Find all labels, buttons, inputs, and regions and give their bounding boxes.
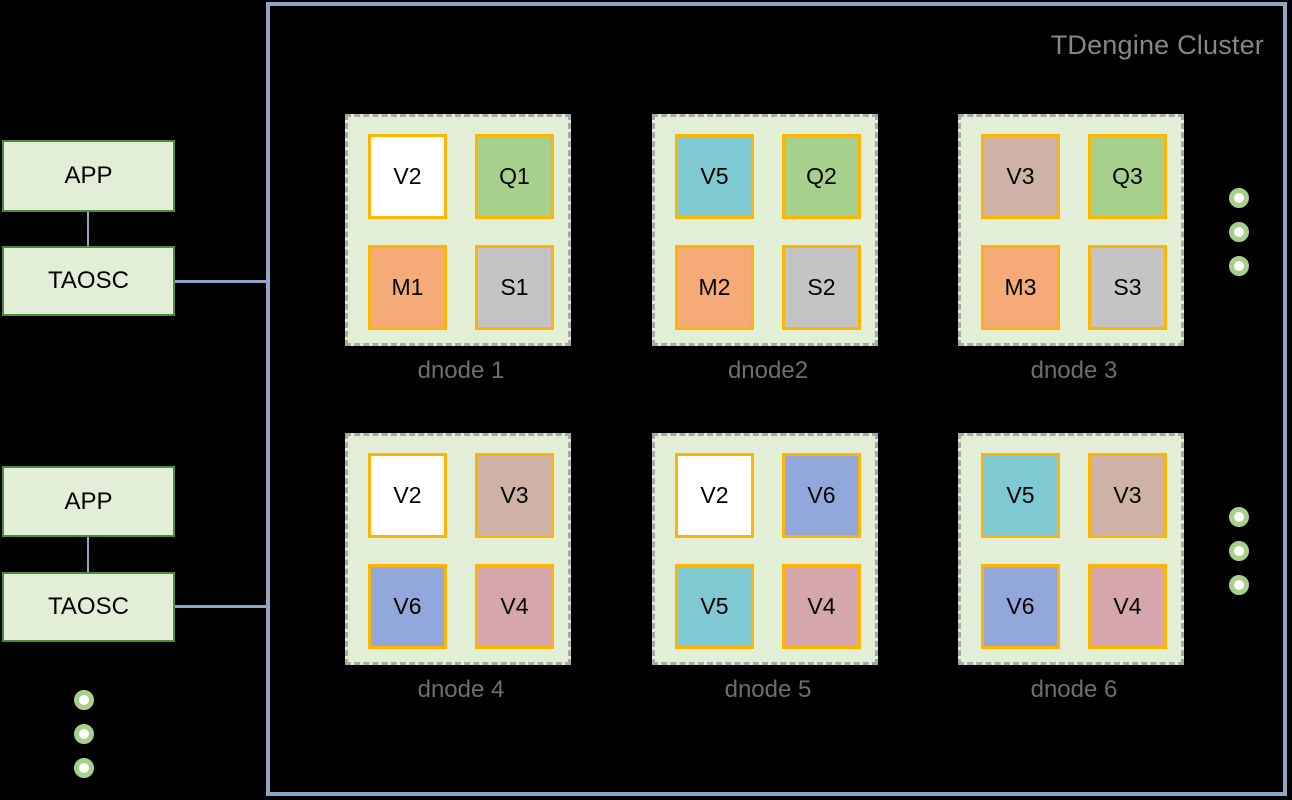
app-label: APP: [64, 162, 113, 189]
ellipsis-dot: [1229, 222, 1249, 242]
client-ellipsis-dots: [74, 690, 94, 778]
dnode-cell-grid: V2 Q1 M1 S1: [368, 134, 554, 330]
vnode-cell[interactable]: V3: [1088, 453, 1167, 538]
tdengine-cluster-boundary: [266, 2, 1287, 796]
cell-label: M2: [698, 274, 731, 300]
qnode-cell[interactable]: Q3: [1088, 134, 1167, 219]
vnode-cell[interactable]: V3: [475, 453, 554, 538]
app-box-1: APP: [2, 140, 175, 212]
snode-cell[interactable]: S3: [1088, 245, 1167, 330]
app-taosc-connector-2: [87, 537, 89, 572]
taosc-label: TAOSC: [48, 267, 129, 294]
dnode-row2-ellipsis-dots: [1229, 507, 1249, 595]
cell-label: S2: [807, 274, 836, 300]
cell-label: M3: [1004, 274, 1037, 300]
dnode-cell-grid: V2 V3 V6 V4: [368, 453, 554, 649]
taosc-cluster-connector-1: [175, 280, 268, 283]
vnode-cell[interactable]: V4: [782, 564, 861, 649]
cell-label: S1: [500, 274, 529, 300]
ellipsis-dot: [1229, 188, 1249, 208]
mnode-cell[interactable]: M2: [675, 245, 754, 330]
cell-label: V2: [700, 482, 729, 508]
dnode-container[interactable]: V2 V3 V6 V4 dnode 4: [345, 433, 571, 703]
qnode-cell[interactable]: Q1: [475, 134, 554, 219]
dnode-container[interactable]: V5 Q2 M2 S2 dnode2: [652, 114, 878, 384]
cell-label: Q2: [806, 163, 837, 189]
vnode-cell[interactable]: V2: [368, 453, 447, 538]
vnode-cell[interactable]: V4: [475, 564, 554, 649]
dnode-container[interactable]: V2 Q1 M1 S1 dnode 1: [345, 114, 571, 384]
taosc-box-2: TAOSC: [2, 572, 175, 642]
cluster-title: TDengine Cluster: [1050, 30, 1264, 60]
vnode-cell[interactable]: V3: [981, 134, 1060, 219]
cell-label: V6: [1006, 593, 1035, 619]
mnode-cell[interactable]: M3: [981, 245, 1060, 330]
cell-label: V4: [500, 593, 529, 619]
dnode-container[interactable]: V2 V6 V5 V4 dnode 5: [652, 433, 878, 703]
cell-label: V3: [500, 482, 529, 508]
cell-label: V3: [1113, 482, 1142, 508]
ellipsis-dot: [1229, 541, 1249, 561]
dnode-cell-grid: V5 Q2 M2 S2: [675, 134, 861, 330]
dnode-cell-grid: V3 Q3 M3 S3: [981, 134, 1167, 330]
vnode-cell[interactable]: V5: [675, 564, 754, 649]
dnode-cell-grid: V2 V6 V5 V4: [675, 453, 861, 649]
cell-label: V4: [1113, 593, 1142, 619]
snode-cell[interactable]: S2: [782, 245, 861, 330]
snode-cell[interactable]: S1: [475, 245, 554, 330]
taosc-cluster-connector-2: [175, 605, 268, 608]
app-taosc-connector-1: [87, 212, 89, 246]
cell-label: S3: [1113, 274, 1142, 300]
dnode-label: dnode 5: [724, 676, 812, 703]
vnode-cell[interactable]: V5: [675, 134, 754, 219]
cell-label: V4: [807, 593, 836, 619]
dnode-label: dnode2: [727, 357, 809, 384]
cell-label: Q3: [1112, 163, 1143, 189]
cell-label: V5: [700, 593, 729, 619]
ellipsis-dot: [1229, 256, 1249, 276]
ellipsis-dot: [1229, 575, 1249, 595]
cell-label: M1: [391, 274, 424, 300]
vnode-cell[interactable]: V6: [782, 453, 861, 538]
cell-label: V3: [1006, 163, 1035, 189]
ellipsis-dot: [74, 690, 94, 710]
cell-label: V2: [393, 482, 422, 508]
vnode-cell[interactable]: V5: [981, 453, 1060, 538]
dnode-label: dnode 4: [417, 676, 505, 703]
dnode-row1-ellipsis-dots: [1229, 188, 1249, 276]
dnode-label: dnode 3: [1030, 357, 1118, 384]
taosc-box-1: TAOSC: [2, 246, 175, 316]
app-label: APP: [64, 487, 113, 515]
cell-label: Q1: [499, 163, 530, 189]
dnode-container[interactable]: V3 Q3 M3 S3 dnode 3: [958, 114, 1184, 384]
dnode-label: dnode 6: [1030, 676, 1118, 703]
vnode-cell[interactable]: V4: [1088, 564, 1167, 649]
dnode-container[interactable]: V5 V3 V6 V4 dnode 6: [958, 433, 1184, 703]
cell-label: V2: [393, 163, 422, 189]
cell-label: V6: [807, 482, 836, 508]
ellipsis-dot: [74, 724, 94, 744]
qnode-cell[interactable]: Q2: [782, 134, 861, 219]
ellipsis-dot: [74, 758, 94, 778]
cell-label: V5: [1006, 482, 1035, 508]
mnode-cell[interactable]: M1: [368, 245, 447, 330]
dnode-label: dnode 1: [417, 357, 505, 384]
vnode-cell[interactable]: V6: [368, 564, 447, 649]
taosc-label: TAOSC: [48, 593, 129, 620]
vnode-cell[interactable]: V6: [981, 564, 1060, 649]
vnode-cell[interactable]: V2: [368, 134, 447, 219]
cell-label: V6: [393, 593, 422, 619]
app-box-2: APP: [2, 466, 175, 537]
cell-label: V5: [700, 163, 729, 189]
ellipsis-dot: [1229, 507, 1249, 527]
dnode-cell-grid: V5 V3 V6 V4: [981, 453, 1167, 649]
vnode-cell[interactable]: V2: [675, 453, 754, 538]
